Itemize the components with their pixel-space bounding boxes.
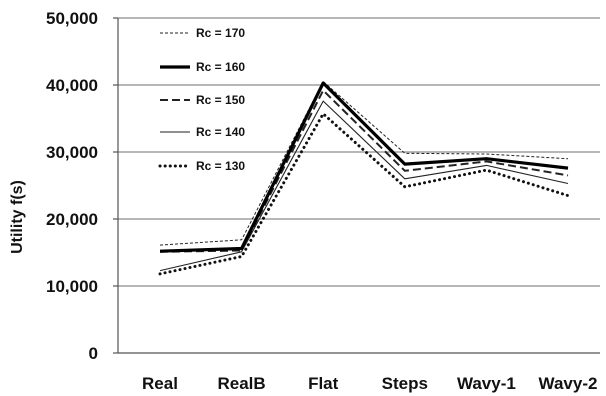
y-tick-label: 20,000 <box>46 210 98 229</box>
series-line <box>159 89 569 253</box>
legend-label: Rc = 170 <box>196 26 245 40</box>
x-tick-label: Wavy-2 <box>539 374 598 393</box>
x-tick-label: Flat <box>308 374 339 393</box>
x-tick-label: Wavy-1 <box>457 374 516 393</box>
x-tick-labels: Real RealB Flat Steps Wavy-1 Wavy-2 <box>142 374 597 393</box>
series-line <box>159 81 569 253</box>
legend-label: Rc = 160 <box>196 60 245 74</box>
x-tick-label: Real <box>142 374 178 393</box>
legend-label: Rc = 130 <box>196 159 245 173</box>
legend-label: Rc = 140 <box>196 125 245 139</box>
x-tick-label: RealB <box>218 374 266 393</box>
y-tick-label: 10,000 <box>46 277 98 296</box>
y-tick-label: 40,000 <box>46 76 98 95</box>
y-tick-label: 50,000 <box>46 9 98 28</box>
series-line <box>158 112 570 276</box>
y-tick-label: 0 <box>89 344 98 363</box>
legend-label: Rc = 150 <box>196 93 245 107</box>
axes <box>113 17 600 354</box>
series-line <box>159 100 569 272</box>
y-tick-label: 30,000 <box>46 143 98 162</box>
series-lines <box>158 81 570 276</box>
y-tick-labels: 0 10,000 20,000 30,000 40,000 50,000 <box>46 9 98 363</box>
gridlines <box>118 17 600 287</box>
legend: Rc = 170 Rc = 160 Rc = 150 Rc = 140 Rc = 130 <box>158 26 245 173</box>
y-axis-label: Utility f(s) <box>9 180 26 254</box>
x-tick-label: Steps <box>382 374 428 393</box>
